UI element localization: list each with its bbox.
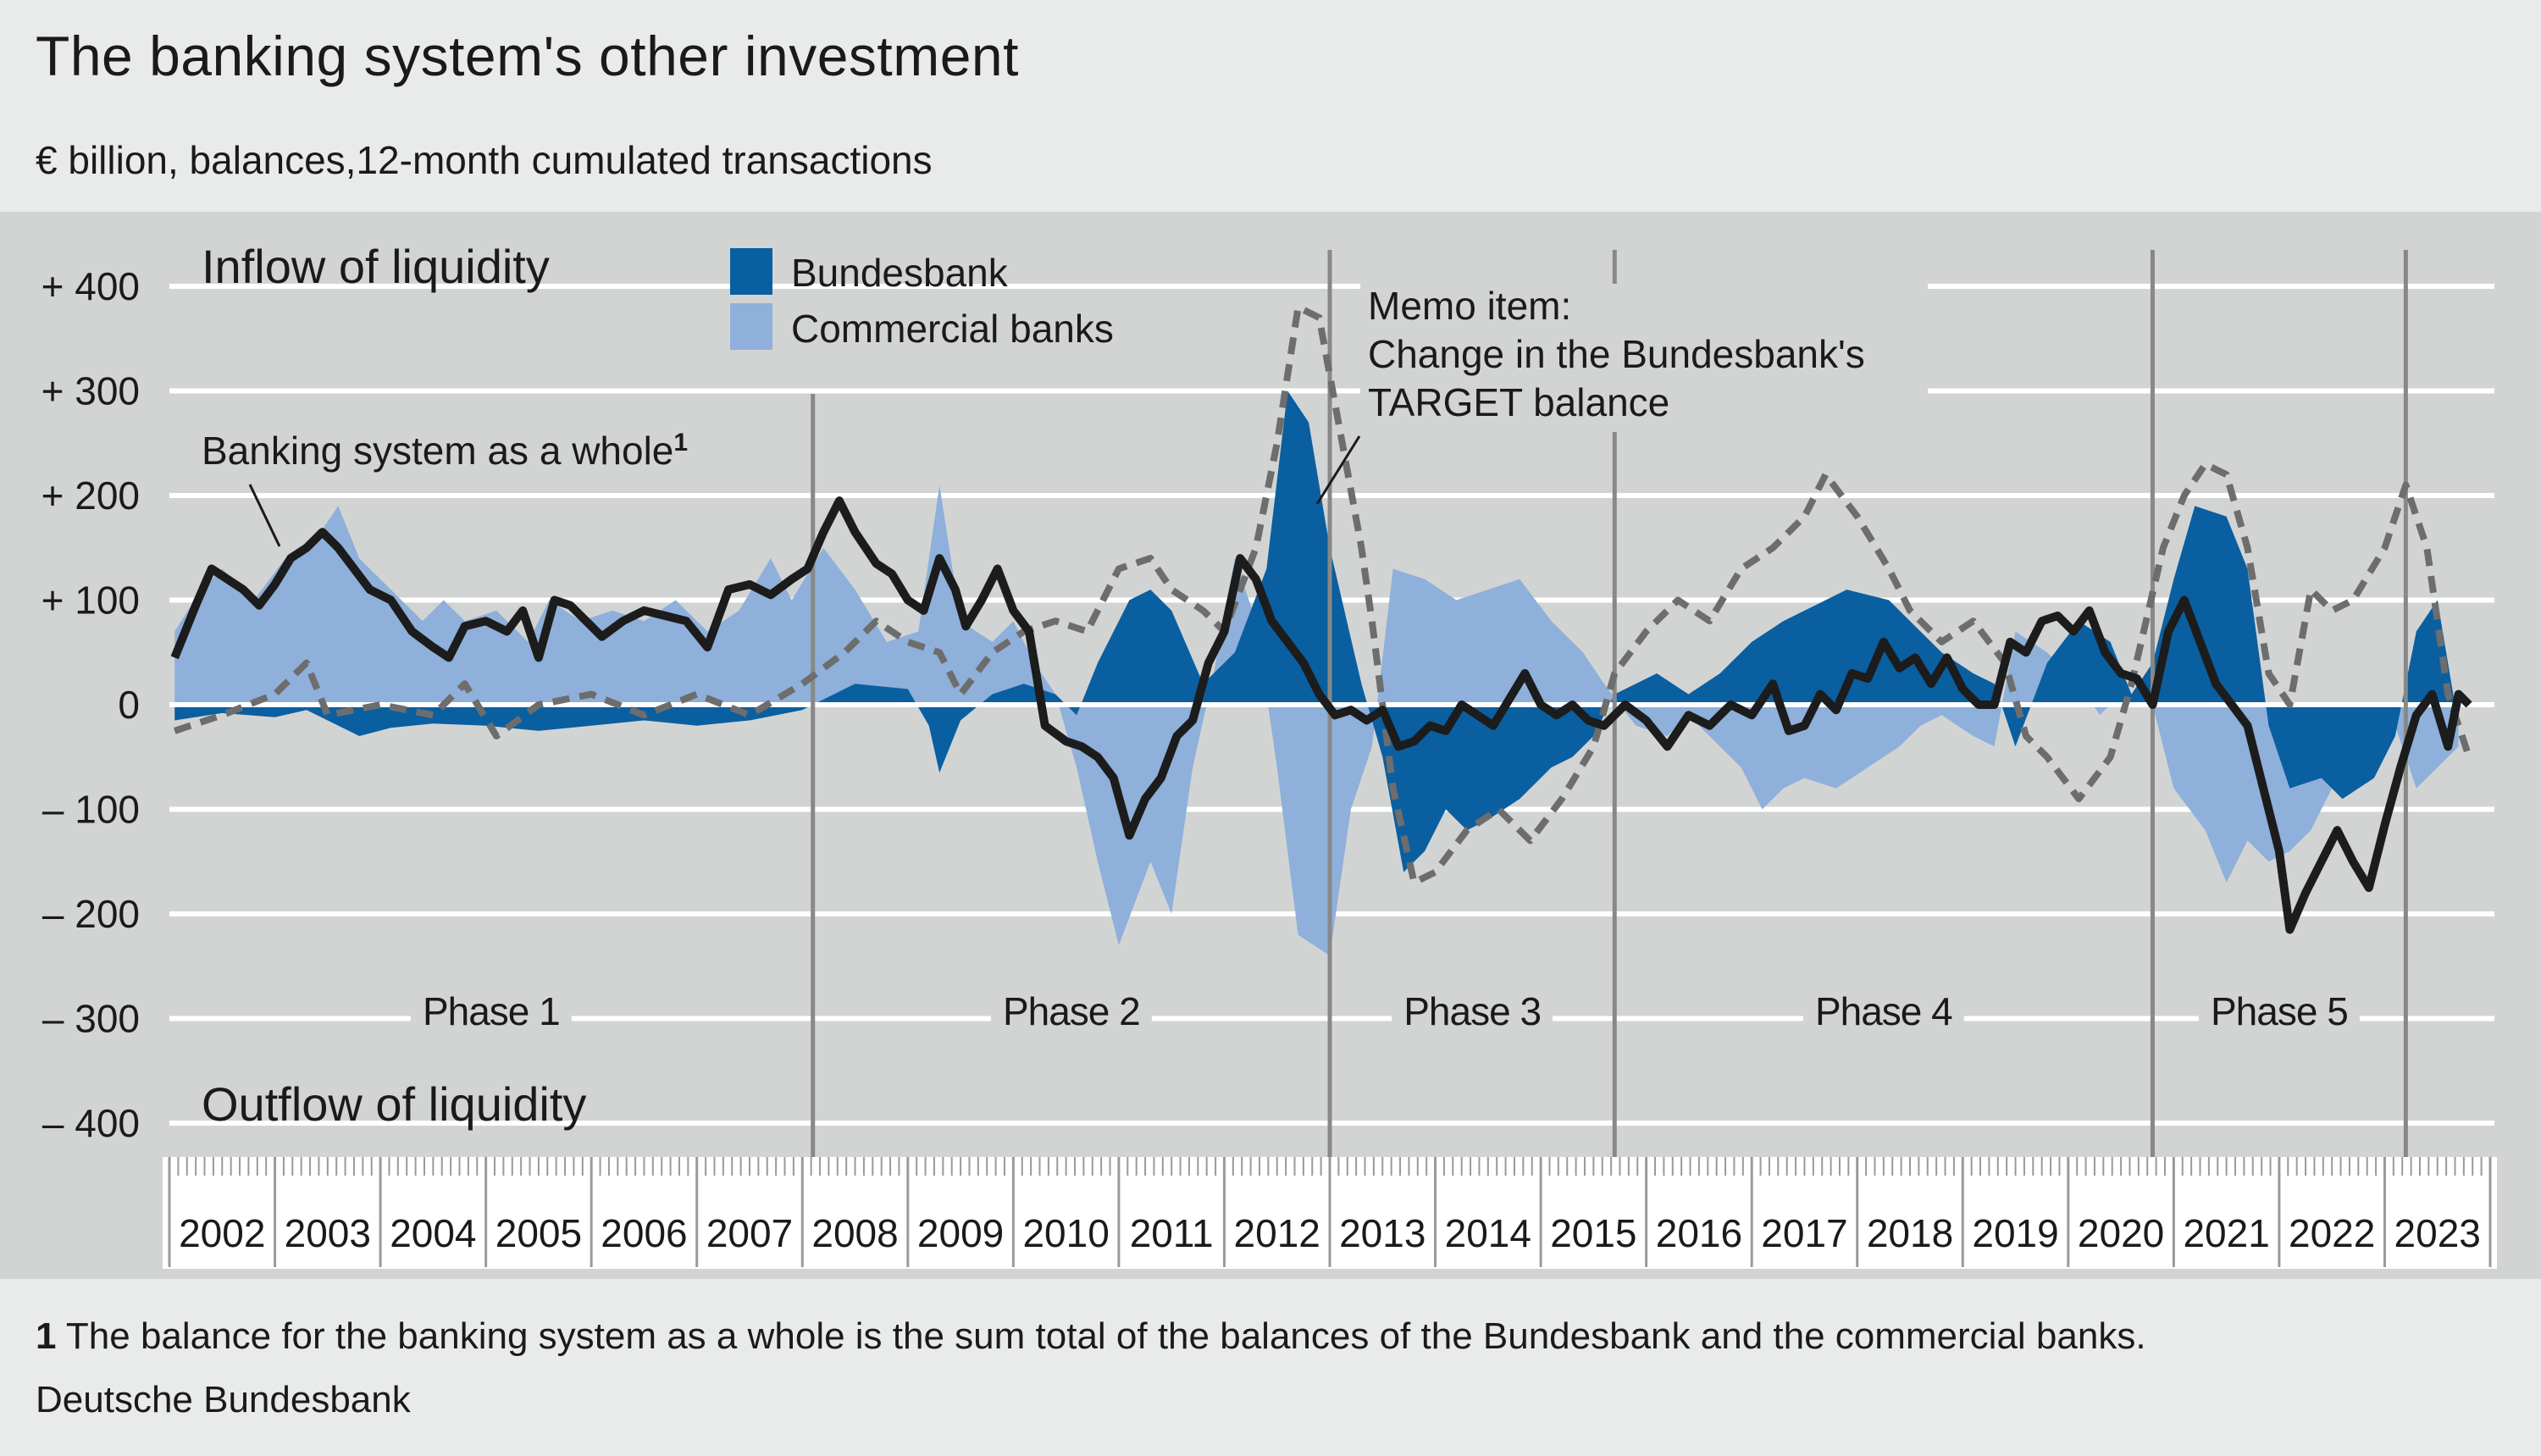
y-tick-label: – 400: [42, 1101, 140, 1145]
footnote-marker: 1: [673, 429, 688, 457]
phase-label-bg: [2198, 984, 2360, 1038]
x-tick-label: 2016: [1656, 1211, 1742, 1255]
x-tick-label: 2005: [495, 1211, 582, 1255]
footnote-text: The balance for the banking system as a …: [65, 1315, 2146, 1357]
phase-label-bg: [410, 984, 572, 1038]
x-tick-label: 2004: [390, 1211, 476, 1255]
legend-swatch-commercial-banks: [730, 303, 772, 350]
annotation-banking-system-text: Banking system as a whole1: [202, 429, 688, 473]
area-commercial-banks: [174, 484, 2459, 956]
annotation-memo: Memo item: Change in the Bundesbank's TA…: [1315, 284, 1928, 505]
phase-label: Phase 3: [1403, 989, 1541, 1033]
y-tick-label: + 400: [42, 264, 140, 308]
area-bundesbank: [174, 390, 2459, 872]
inflow-label: Inflow of liquidity: [202, 240, 550, 293]
y-tick-label: – 100: [42, 788, 140, 832]
x-tick-label: 2010: [1022, 1211, 1109, 1255]
page-subtitle: € billion, balances,12-month cumulated t…: [36, 138, 933, 182]
source: Deutsche Bundesbank: [36, 1379, 411, 1420]
x-tick-label: 2007: [706, 1211, 793, 1255]
x-tick-label: 2006: [601, 1211, 687, 1255]
annotation-memo-leader: [1315, 435, 1361, 505]
y-tick-label: – 300: [42, 997, 140, 1041]
x-tick-label: 2020: [2078, 1211, 2164, 1255]
x-tick-label: 2012: [1234, 1211, 1320, 1255]
y-tick-label: – 200: [42, 892, 140, 936]
area-series: [174, 390, 2459, 956]
page-title: The banking system's other investment: [36, 25, 1019, 87]
y-axis: + 400 + 300 + 200 + 100 0 – 100 – 200 – 300 – 40…: [42, 264, 140, 1145]
chart: + 400 + 300 + 200 + 100 0 – 100 – 200 – 300 – 40…: [42, 240, 2497, 1269]
y-tick-label: + 300: [42, 369, 140, 413]
x-tick-label: 2021: [2183, 1211, 2269, 1255]
x-tick-label: 2013: [1339, 1211, 1426, 1255]
x-tick-label: 2015: [1550, 1211, 1636, 1255]
x-axis: 2002 2003 2004 2005 2006 2007 2008 2009 2010 2011…: [163, 1157, 2497, 1269]
phase-label: Phase 2: [1003, 989, 1140, 1033]
legend-label-bundesbank: Bundesbank: [791, 251, 1009, 295]
phase-label: Phase 5: [2211, 989, 2348, 1033]
footnote: 1 The balance for the banking system as …: [36, 1315, 2146, 1358]
annotation-banking-system: Banking system as a whole1: [197, 425, 734, 547]
phase-label: Phase 1: [423, 989, 560, 1033]
x-tick-label: 2022: [2289, 1211, 2375, 1255]
x-tick-label: 2017: [1761, 1211, 1847, 1255]
x-tick-label: 2018: [1867, 1211, 1953, 1255]
y-tick-label: + 200: [42, 473, 140, 518]
legend-swatch-bundesbank: [730, 248, 772, 295]
phase-label: Phase 4: [1815, 989, 1952, 1033]
annotation-memo-line-2: Change in the Bundesbank's: [1368, 332, 1865, 376]
phase-label-bg: [1392, 984, 1553, 1038]
footnote-number: 1: [36, 1315, 57, 1357]
annotation-memo-line-1: Memo item:: [1368, 284, 1571, 328]
line-series: [170, 303, 2472, 934]
outflow-label: Outflow of liquidity: [202, 1077, 586, 1131]
line-banking-system: [170, 496, 2472, 934]
phase-label-bg: [990, 984, 1152, 1038]
legend-label-commercial-banks: Commercial banks: [791, 307, 1114, 351]
x-tick-label: 2002: [179, 1211, 265, 1255]
annotation-banking-leader: [248, 484, 281, 547]
x-tick-label: 2023: [2394, 1211, 2481, 1255]
x-tick-label: 2003: [285, 1211, 371, 1255]
line-target-balance: [173, 303, 2472, 886]
x-tick-label: 2011: [1130, 1211, 1214, 1255]
x-tick-label: 2009: [917, 1211, 1004, 1255]
legend: Bundesbank Commercial banks: [730, 248, 1114, 351]
phase-labels: Phase 1 Phase 2 Phase 3 Phase 4 Phase 5: [410, 984, 2360, 1038]
y-tick-label: + 100: [42, 579, 140, 623]
phase-label-bg: [1802, 984, 1964, 1038]
annotation-memo-line-3: TARGET balance: [1368, 380, 1669, 424]
y-tick-label: 0: [118, 683, 140, 727]
x-tick-label: 2019: [1972, 1211, 2058, 1255]
x-tick-label: 2014: [1445, 1211, 1531, 1255]
x-tick-label: 2008: [811, 1211, 898, 1255]
